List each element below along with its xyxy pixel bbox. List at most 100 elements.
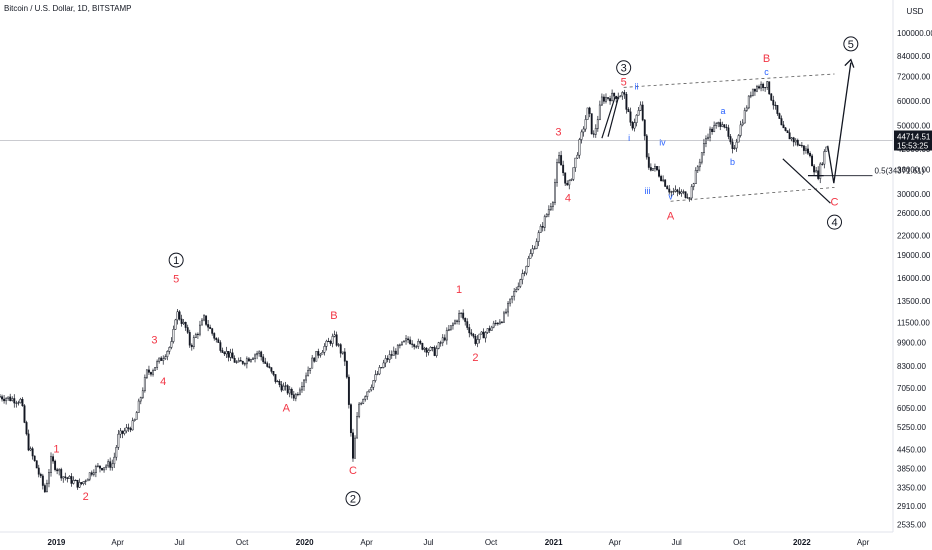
candle-body [152, 370, 154, 375]
candle-body [288, 388, 291, 394]
candle-body [141, 390, 144, 398]
candle-body [256, 353, 259, 356]
candle-body [368, 389, 371, 393]
candle-body [384, 358, 387, 364]
candle-body [425, 347, 428, 353]
candle-body [513, 291, 516, 297]
candle-body [823, 151, 826, 165]
y-tick-label: 11500.00 [897, 318, 930, 327]
candle-body [541, 226, 544, 228]
wave-circle [827, 214, 843, 230]
candle-body [199, 324, 201, 335]
candle-body [352, 432, 354, 459]
candle-body [345, 360, 348, 378]
candle-body [774, 104, 777, 106]
candle-body [354, 437, 356, 459]
candle-body [170, 341, 173, 348]
candle-body [784, 127, 787, 131]
candle-body [329, 341, 332, 344]
projection-arrow [844, 58, 855, 68]
wave-label-minor: b [730, 157, 735, 167]
candle-body [484, 332, 487, 339]
candle-body [690, 186, 693, 199]
candle-body [180, 318, 183, 324]
wave-label-major: 5 [848, 39, 854, 51]
candle-body [109, 461, 112, 468]
candle-body [266, 363, 269, 367]
candle-body [523, 272, 526, 274]
y-tick-label: 2535.00 [897, 521, 926, 530]
candle-body [413, 344, 416, 347]
candle-body [753, 88, 756, 92]
candle-body [194, 334, 197, 338]
candle-body [611, 92, 614, 102]
wave-label: 2 [472, 352, 478, 364]
candle-body [349, 404, 352, 434]
candle-body [156, 361, 159, 368]
candle-body [239, 360, 242, 362]
candle-body [613, 92, 616, 97]
candle-body [486, 328, 489, 333]
candle-body [739, 124, 742, 136]
candle-body [74, 479, 77, 482]
candle-body [17, 402, 20, 404]
candle-body [105, 465, 108, 468]
candle-body [25, 422, 28, 435]
x-tick-label: Jul [423, 538, 433, 547]
candle-body [809, 152, 811, 157]
candle-body [207, 324, 210, 328]
candle-body [768, 81, 771, 95]
price-box [894, 130, 932, 151]
candle-body [545, 213, 548, 217]
candle-body [817, 170, 820, 179]
candle-body [815, 170, 818, 173]
projection-path [827, 62, 852, 184]
candle-body [672, 191, 675, 193]
y-tick-label: 13500.00 [897, 297, 931, 306]
candle-body [396, 344, 399, 355]
candle-body [321, 352, 324, 355]
wave-circle [616, 60, 632, 76]
wave-label-minor: v [668, 191, 673, 201]
candle-body [709, 128, 711, 138]
drawing-overlays: 0.5(34371.61) [601, 58, 925, 204]
wave-label: B [330, 310, 337, 322]
candle-body [66, 477, 69, 479]
candle-body [282, 385, 285, 391]
candle-body [625, 93, 628, 110]
candle-body [437, 342, 440, 349]
candle-body [188, 332, 191, 346]
candle-body [741, 122, 744, 126]
candle-body [335, 334, 338, 346]
wave-label-minor: a [720, 106, 725, 116]
candle-body [588, 107, 591, 114]
candle-body [186, 327, 189, 333]
candle-body [147, 369, 150, 373]
price-box-timer: 15:53:25 [897, 141, 929, 150]
candle-body [554, 182, 556, 203]
candle-body [790, 137, 793, 140]
candle-body [519, 279, 522, 287]
candle-body [596, 119, 599, 129]
candle-body [307, 370, 310, 377]
candle-body [494, 322, 497, 325]
candle-body [651, 167, 654, 171]
candle-body [380, 367, 383, 369]
candle-body [813, 165, 816, 173]
candle-body [811, 155, 814, 167]
y-tick-label: 4450.00 [897, 445, 926, 454]
candle-body [431, 346, 434, 349]
candle-body [825, 146, 828, 152]
y-tick-label: 36000.00 [897, 166, 931, 175]
candle-body [209, 326, 212, 329]
candle-body [392, 350, 395, 356]
candle-body [0, 396, 1, 398]
x-tick-label: Apr [111, 538, 124, 547]
candle-body [115, 447, 118, 458]
wave-label-major: 4 [831, 217, 837, 229]
candle-body [101, 467, 103, 471]
y-tick-label: 50000.00 [897, 122, 931, 131]
candle-body [445, 330, 448, 341]
candle-body [627, 109, 630, 113]
